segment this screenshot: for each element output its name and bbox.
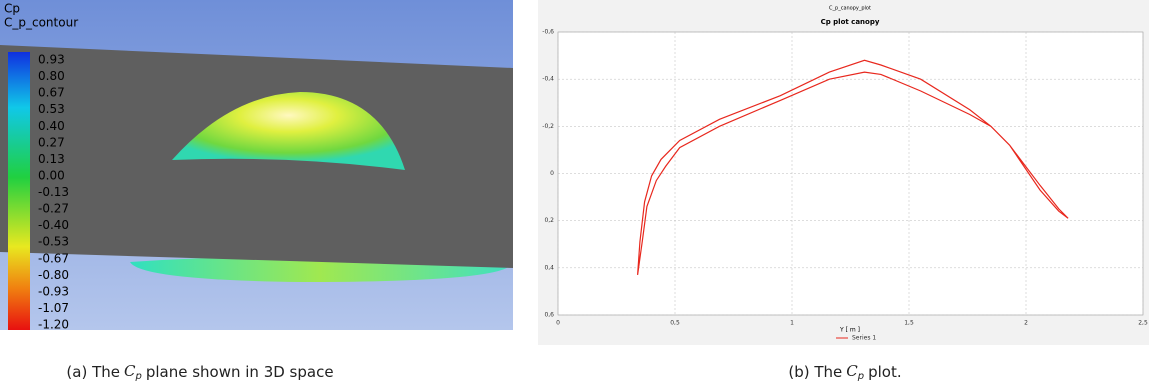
colorbar-label: 0.80 [38, 69, 65, 83]
colorbar-label: 0.40 [38, 119, 65, 133]
x-tick-label: 0,5 [670, 320, 680, 327]
colorbar-label: 0.13 [38, 152, 65, 166]
y-tick-label: -0,6 [542, 29, 554, 36]
caption-prefix: (b) The [788, 363, 842, 381]
caption-symbol: C [846, 362, 858, 380]
colorbar-label: 0.67 [38, 86, 65, 100]
page: {"figure_a": {"variable": "Cp", "contour… [0, 0, 1149, 392]
caption-suffix: plane shown in 3D space [146, 363, 334, 381]
colorbar-labels: 0.93 0.80 0.67 0.53 0.40 0.27 0.13 0.00 -0.13 -0.… [38, 53, 69, 332]
colorbar-label: 0.93 [38, 53, 65, 67]
x-axis-label: Y [ m ] [839, 327, 860, 334]
y-tick-label: -0,4 [542, 76, 554, 83]
caption-subscript: p [134, 371, 141, 382]
colorbar-label: 0.53 [38, 102, 65, 116]
y-tick-label: 0,6 [544, 312, 554, 319]
render-3d: Cp C_p_contour [0, 0, 513, 330]
caption-symbol: C [124, 362, 136, 380]
x-tick-label: 0 [556, 320, 560, 327]
x-tick-label: 2,5 [1138, 320, 1148, 327]
colorbar-label: -1.07 [38, 301, 69, 315]
y-tick-label: 0,4 [544, 264, 554, 271]
chart-title: Cp plot canopy [821, 18, 880, 26]
y-tick-label: 0,2 [544, 217, 554, 224]
colorbar-label: -0.53 [38, 235, 69, 249]
colorbar-label: -0.80 [38, 268, 69, 282]
colorbar-label: 0.27 [38, 135, 65, 149]
colorbar-label: -1.20 [38, 318, 69, 332]
colorbar-label: -0.13 [38, 185, 69, 199]
colorbar-label: 0.00 [38, 168, 65, 182]
y-tick-label: -0,2 [542, 123, 554, 130]
caption-subscript: p [857, 371, 864, 382]
variable-name: Cp [4, 2, 20, 16]
figure: Cp C_p_contour 0.930.800.670.530.400.270… [0, 0, 1149, 392]
colorbar [8, 52, 30, 330]
colorbar-label: -0.27 [38, 202, 69, 216]
caption-prefix: (a) The [66, 363, 120, 381]
colorbar-label: -0.93 [38, 284, 69, 298]
y-tick-label: 0 [550, 170, 554, 177]
colorbar-label: -0.67 [38, 251, 69, 265]
x-tick-label: 2 [1024, 320, 1028, 327]
x-tick-label: 1 [790, 320, 794, 327]
legend-label: Series 1 [852, 335, 876, 342]
colorbar-label: -0.40 [38, 218, 69, 232]
contour-name: C_p_contour [4, 16, 78, 30]
window-title: C_p_canopy_plot [829, 6, 871, 12]
caption-suffix: plot. [868, 363, 902, 381]
x-tick-label: 1,5 [904, 320, 914, 327]
